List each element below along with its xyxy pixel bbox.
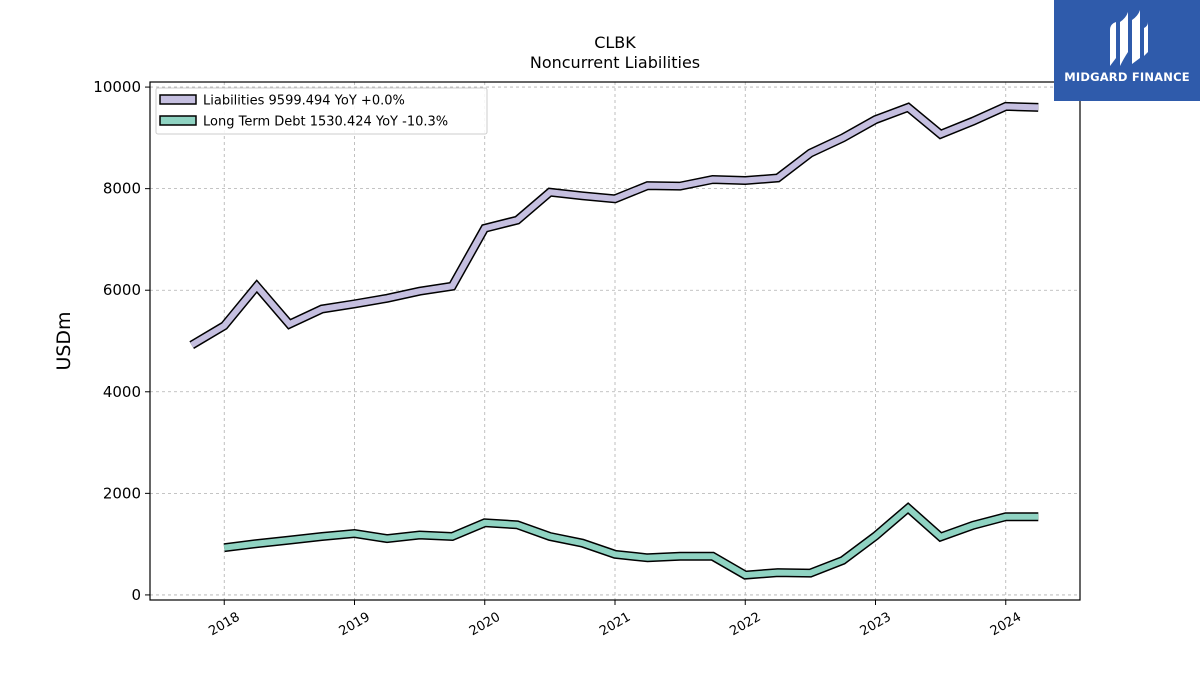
x-axis: 2018 2019 2020 2021 2022 2023 2024 — [206, 600, 1024, 639]
y-axis-label: USDm — [53, 311, 75, 370]
x-tick-label: 2021 — [597, 610, 633, 640]
y-tick-label: 2000 — [103, 484, 141, 502]
brand-emblem-icon — [1110, 10, 1148, 66]
legend-box — [155, 87, 488, 135]
legend-label-liabilities: Liabilities 9599.494 YoY +0.0% — [203, 94, 405, 109]
x-tick-label: 2018 — [206, 610, 242, 640]
legend-swatch-long-term-debt — [159, 115, 197, 126]
series-line-long-term-debt — [223, 504, 1039, 579]
brand-logo: MIDGARD FINANCE — [1054, 0, 1200, 101]
grid-lines — [150, 82, 1080, 600]
chart-subtitle: Noncurrent Liabilities — [530, 53, 700, 72]
y-tick-label: 6000 — [103, 281, 141, 299]
brand-name: MIDGARD FINANCE — [1064, 70, 1190, 84]
legend-swatch-liabilities — [159, 94, 197, 105]
x-tick-label: 2020 — [467, 610, 503, 640]
y-axis: 0 2000 4000 6000 8000 10000 — [93, 78, 150, 604]
chart-title: CLBK — [594, 33, 636, 52]
x-tick-label: 2019 — [337, 610, 373, 640]
y-tick-label: 10000 — [93, 78, 141, 96]
x-tick-label: 2024 — [988, 610, 1024, 640]
x-tick-label: 2022 — [727, 610, 763, 640]
legend-label-long-term-debt: Long Term Debt 1530.424 YoY -10.3% — [203, 115, 448, 130]
series-layer — [189, 101, 1039, 580]
x-tick-label: 2023 — [858, 610, 894, 640]
y-tick-label: 8000 — [103, 180, 141, 198]
y-tick-label: 0 — [131, 586, 141, 604]
legend: Liabilities 9599.494 YoY +0.0% Long Term… — [155, 87, 488, 135]
y-tick-label: 4000 — [103, 383, 141, 401]
series-line-liabilities — [190, 103, 1039, 348]
